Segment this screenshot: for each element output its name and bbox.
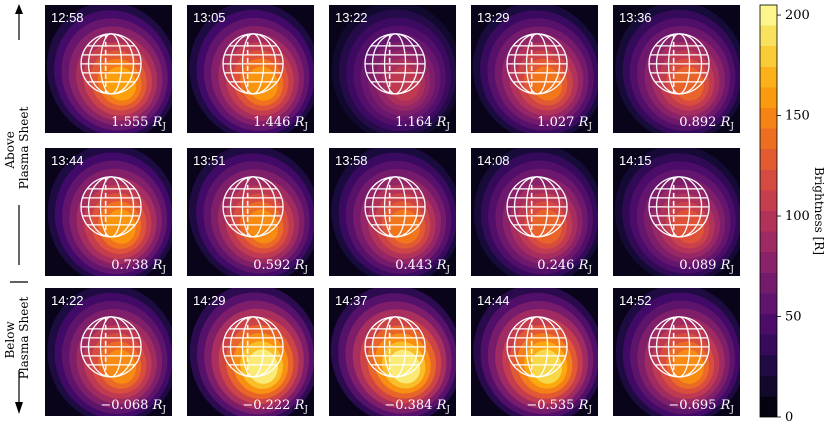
panel-distance-label: 1.555 RJ: [111, 115, 166, 132]
panel-time-label: 13:51: [193, 153, 226, 168]
contour-level: [389, 66, 420, 101]
panel-time-label: 14:15: [619, 153, 652, 168]
panel-distance-label: 1.446 RJ: [253, 115, 308, 132]
panel-time-label: 12:58: [51, 10, 84, 25]
contour-level: [105, 66, 137, 101]
panel-time-label: 13:58: [335, 153, 368, 168]
planet-grid: [364, 176, 426, 238]
panel: 14:44 −0.535 RJ: [471, 288, 598, 416]
colorbar-tick-label: 100: [785, 209, 810, 224]
colorbar: 0 50 100 150 200 Brightness [R]: [759, 4, 826, 425]
colorbar-tick-label: 50: [785, 310, 802, 325]
contour-level: [531, 66, 563, 101]
planet-grid: [506, 33, 568, 95]
contour-level: [105, 349, 136, 384]
panel-distance-label: −0.695 RJ: [668, 398, 734, 415]
brightness-contours: [188, 148, 314, 276]
panel-time-label: 13:05: [193, 10, 226, 25]
panel: 12:58 1.555 RJ: [45, 5, 172, 133]
contour-level: [105, 209, 136, 244]
panel-time-label: 14:29: [193, 293, 226, 308]
panel-time-label: 14:37: [335, 293, 368, 308]
panel-distance-label: −0.222 RJ: [242, 398, 308, 415]
contour-level: [531, 209, 562, 244]
panel: 14:37 −0.384 RJ: [329, 288, 456, 416]
below-arrow-head: [15, 402, 23, 414]
panel-time-label: 14:22: [51, 293, 84, 308]
panel: 13:44 0.738 RJ: [45, 148, 172, 276]
panel: 14:22 −0.068 RJ: [45, 288, 172, 416]
colorbar-title: Brightness [R]: [812, 167, 826, 255]
panel: 13:36 0.892 RJ: [613, 5, 740, 133]
planet-grid: [222, 33, 284, 95]
panel-distance-label: 0.089 RJ: [679, 258, 734, 275]
panel-distance-label: −0.068 RJ: [100, 398, 166, 415]
plasma-sheet-annotations: Above Plasma Sheet Below Plasma Sheet: [3, 4, 31, 414]
panel: 13:51 0.592 RJ: [187, 148, 314, 276]
planet-grid: [506, 316, 568, 378]
planet-grid: [364, 316, 426, 378]
contour-level: [673, 209, 705, 244]
panel-distance-label: 0.246 RJ: [537, 258, 592, 275]
contour-level: [531, 349, 562, 384]
contour-level: [673, 66, 704, 101]
panel: 13:29 1.027 RJ: [471, 5, 598, 133]
panel: 13:05 1.446 RJ: [187, 5, 314, 133]
panel-time-label: 13:36: [619, 10, 652, 25]
planet-grid: [80, 33, 142, 95]
colorbar-tick-label: 150: [785, 109, 810, 124]
panel-time-label: 14:44: [477, 293, 510, 308]
panel-distance-label: 0.592 RJ: [253, 258, 308, 275]
panel-distance-label: 1.164 RJ: [395, 115, 450, 132]
colorbar-gradient: [759, 4, 778, 418]
panel-distance-label: 1.027 RJ: [537, 115, 592, 132]
panel: 14:08 0.246 RJ: [471, 148, 598, 276]
panel-distance-label: 0.892 RJ: [679, 115, 734, 132]
planet-grid: [648, 33, 710, 95]
panel-time-label: 13:44: [51, 153, 84, 168]
above-arrow-head: [15, 4, 23, 14]
panel: 14:15 0.089 RJ: [613, 148, 740, 276]
panel-distance-label: 0.738 RJ: [111, 258, 166, 275]
planet-grid: [80, 316, 142, 378]
contour-level: [389, 209, 420, 244]
contour-level: [673, 349, 704, 384]
panel-time-label: 13:29: [477, 10, 510, 25]
planet-grid: [222, 316, 284, 378]
contour-level: [247, 349, 278, 384]
panel-time-label: 13:22: [335, 10, 368, 25]
colorbar-ticks: 0 50 100 150 200: [777, 8, 810, 425]
panel-distance-label: −0.535 RJ: [526, 398, 592, 415]
colorbar-tick-label: 200: [785, 8, 810, 23]
contour-level: [247, 66, 278, 101]
planet-grid: [80, 176, 142, 238]
contour-level: [247, 209, 279, 244]
planet-grid: [648, 176, 710, 238]
planet-grid: [364, 33, 426, 95]
colorbar-tick-label: 0: [785, 410, 793, 425]
panel: 13:22 1.164 RJ: [329, 5, 456, 133]
panel: 14:29 −0.222 RJ: [187, 288, 314, 416]
planet-grid: [506, 176, 568, 238]
panel-time-label: 14:52: [619, 293, 652, 308]
above-plasma-sheet-label: Above Plasma Sheet: [3, 107, 31, 190]
panel-time-label: 14:08: [477, 153, 510, 168]
below-plasma-sheet-label: Below Plasma Sheet: [3, 297, 31, 380]
planet-grid: [222, 176, 284, 238]
panel: 14:52 −0.695 RJ: [613, 288, 740, 416]
panel: 13:58 0.443 RJ: [329, 148, 456, 276]
panel-distance-label: 0.443 RJ: [395, 258, 450, 275]
planet-grid: [648, 316, 710, 378]
brightness-contours: [46, 5, 172, 133]
panel-distance-label: −0.384 RJ: [384, 398, 450, 415]
contour-level: [389, 349, 421, 384]
